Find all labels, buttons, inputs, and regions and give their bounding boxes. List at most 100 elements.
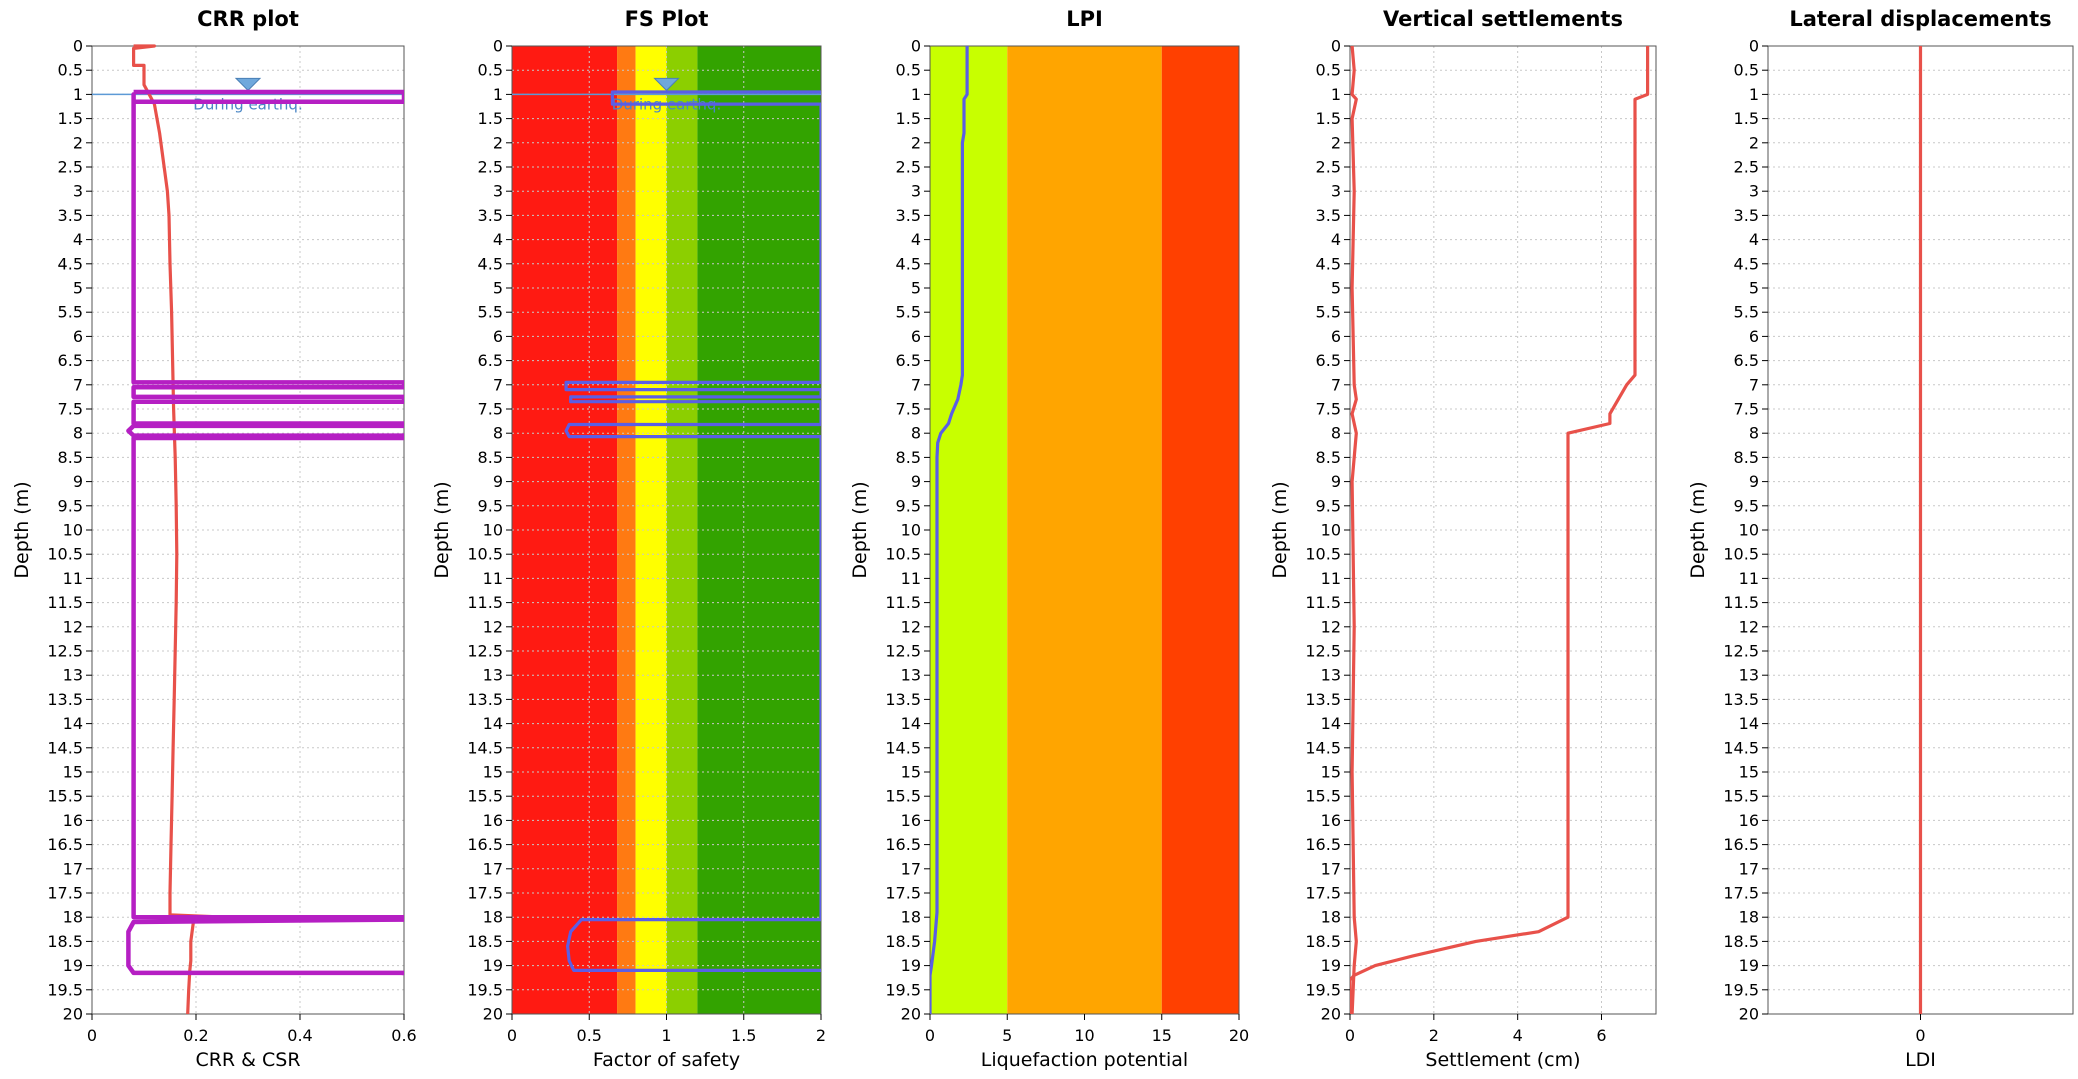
crr-plot-y-tick-label: 4 — [73, 230, 83, 249]
crr-plot-y-tick-label: 16 — [63, 811, 83, 830]
fs-plot-y-tick-label: 4 — [493, 230, 503, 249]
crr-plot-x-tick-label: 0.2 — [183, 1026, 208, 1045]
vertical-settlements-x-tick-label: 4 — [1513, 1026, 1523, 1045]
vertical-settlements-y-tick-label: 12.5 — [1305, 642, 1341, 661]
lateral-displacements-y-tick-label: 8.5 — [1734, 448, 1759, 467]
crr-plot-y-tick-label: 12.5 — [47, 642, 83, 661]
lateral-displacements-y-tick-label: 1.5 — [1734, 109, 1759, 128]
lpi-y-tick-label: 4 — [911, 230, 921, 249]
lpi-y-tick-label: 8.5 — [896, 448, 921, 467]
fs-plot-y-tick-label: 17 — [483, 859, 503, 878]
vertical-settlements-y-tick-label: 8.5 — [1316, 448, 1341, 467]
lateral-displacements-y-tick-label: 19.5 — [1723, 980, 1759, 999]
lpi-y-tick-label: 14 — [901, 714, 921, 733]
lpi-y-tick-label: 3.5 — [896, 206, 921, 225]
vertical-settlements-y-tick-label: 11 — [1321, 569, 1341, 588]
fs-plot-y-tick-label: 6.5 — [478, 351, 503, 370]
vertical-settlements-y-tick-label: 13.5 — [1305, 690, 1341, 709]
vertical-settlements-y-tick-label: 1 — [1331, 85, 1341, 104]
lpi-series-1-line — [930, 46, 969, 1014]
lpi-y-tick-label: 0.5 — [896, 61, 921, 80]
fs-plot-y-tick-label: 2.5 — [478, 158, 503, 177]
crr-plot-y-tick-label: 18.5 — [47, 932, 83, 951]
vertical-settlements-y-tick-label: 4.5 — [1316, 254, 1341, 273]
vertical-settlements-y-tick-label: 6.5 — [1316, 351, 1341, 370]
fs-plot-y-tick-label: 1.5 — [478, 109, 503, 128]
lpi-y-tick-label: 18 — [901, 908, 921, 927]
crr-plot-y-tick-label: 0 — [73, 37, 83, 56]
lateral-displacements-y-tick-label: 9 — [1749, 472, 1759, 491]
crr-plot-y-tick-label: 7.5 — [58, 400, 83, 419]
crr-plot-y-tick-label: 5 — [73, 279, 83, 298]
vertical-settlements-y-tick-label: 16 — [1321, 811, 1341, 830]
lateral-displacements-y-tick-label: 2 — [1749, 133, 1759, 152]
crr-plot-y-tick-label: 8.5 — [58, 448, 83, 467]
vertical-settlements-y-tick-label: 7.5 — [1316, 400, 1341, 419]
fs-plot-y-tick-label: 17.5 — [467, 884, 503, 903]
fs-plot-title: FS Plot — [625, 7, 709, 31]
lpi-y-tick-label: 17.5 — [885, 884, 921, 903]
crr-plot-y-tick-label: 6.5 — [58, 351, 83, 370]
fs-plot-y-tick-label: 9 — [493, 472, 503, 491]
fs-plot-band — [635, 46, 667, 1014]
fs-plot-x-tick-label: 0.5 — [577, 1026, 602, 1045]
crr-plot-y-tick-label: 17 — [63, 859, 83, 878]
lateral-displacements-y-tick-label: 17 — [1739, 859, 1759, 878]
vertical-settlements-y-tick-label: 13 — [1321, 666, 1341, 685]
lpi-y-tick-label: 15 — [901, 763, 921, 782]
fs-plot-y-tick-label: 1 — [493, 85, 503, 104]
lpi-x-tick-label: 20 — [1229, 1026, 1249, 1045]
lpi-band — [930, 46, 1008, 1014]
fs-plot-y-tick-label: 2 — [493, 133, 503, 152]
fs-plot-y-tick-label: 15 — [483, 763, 503, 782]
crr-plot-y-tick-label: 13.5 — [47, 690, 83, 709]
crr-plot-y-tick-label: 1.5 — [58, 109, 83, 128]
fs-plot-series-1-line — [564, 90, 821, 973]
crr-plot-y-tick-label: 13 — [63, 666, 83, 685]
lateral-displacements-y-tick-label: 19 — [1739, 956, 1759, 975]
vertical-settlements-y-tick-label: 16.5 — [1305, 835, 1341, 854]
crr-plot-y-tick-label: 12 — [63, 617, 83, 636]
vertical-settlements-x-tick-label: 0 — [1345, 1026, 1355, 1045]
lpi-y-tick-label: 15.5 — [885, 787, 921, 806]
lateral-displacements-y-tick-label: 10.5 — [1723, 545, 1759, 564]
fs-plot-band — [512, 46, 618, 1014]
lpi-y-tick-label: 13.5 — [885, 690, 921, 709]
fs-plot-y-tick-label: 19 — [483, 956, 503, 975]
chart-panels: 00.511.522.533.544.555.566.577.588.599.5… — [11, 7, 2074, 1071]
vertical-settlements-y-tick-label: 20 — [1321, 1005, 1341, 1024]
lpi-y-tick-label: 16 — [901, 811, 921, 830]
lpi-y-tick-label: 3 — [911, 182, 921, 201]
lateral-displacements-y-axis-label: Depth (m) — [1687, 481, 1709, 578]
lpi-title: LPI — [1066, 7, 1103, 31]
crr-plot-series-2-line — [126, 89, 404, 976]
fs-plot-x-tick-label: 1 — [661, 1026, 671, 1045]
vertical-settlements-y-tick-label: 0.5 — [1316, 61, 1341, 80]
fs-plot-y-tick-label: 3.5 — [478, 206, 503, 225]
lateral-displacements-y-tick-label: 18.5 — [1723, 932, 1759, 951]
lateral-displacements-y-tick-label: 20 — [1739, 1005, 1759, 1024]
fs-plot-y-tick-label: 13 — [483, 666, 503, 685]
vertical-settlements-y-tick-label: 14.5 — [1305, 738, 1341, 757]
lateral-displacements-y-tick-label: 4 — [1749, 230, 1759, 249]
lpi-y-tick-label: 11 — [901, 569, 921, 588]
lpi-y-tick-label: 18.5 — [885, 932, 921, 951]
crr-plot-y-tick-label: 15 — [63, 763, 83, 782]
crr-plot-x-axis-label: CRR & CSR — [195, 1049, 300, 1071]
lateral-displacements-x-axis-label: LDI — [1905, 1049, 1936, 1071]
crr-plot-x-tick-label: 0.6 — [391, 1026, 416, 1045]
fs-plot-y-tick-label: 8 — [493, 424, 503, 443]
lpi-panel: 00.511.522.533.544.555.566.577.588.599.5… — [849, 7, 1249, 1071]
vertical-settlements-y-tick-label: 15 — [1321, 763, 1341, 782]
fs-plot-y-tick-label: 3 — [493, 182, 503, 201]
crr-plot-y-tick-label: 7 — [73, 375, 83, 394]
crr-plot-y-tick-label: 16.5 — [47, 835, 83, 854]
lateral-displacements-y-tick-label: 0 — [1749, 37, 1759, 56]
lateral-displacements-y-tick-label: 5.5 — [1734, 303, 1759, 322]
vertical-settlements-y-tick-label: 11.5 — [1305, 593, 1341, 612]
vertical-settlements-y-tick-label: 17.5 — [1305, 884, 1341, 903]
lateral-displacements-y-tick-label: 4.5 — [1734, 254, 1759, 273]
fs-plot-y-tick-label: 10.5 — [467, 545, 503, 564]
crr-plot-y-tick-label: 1 — [73, 85, 83, 104]
